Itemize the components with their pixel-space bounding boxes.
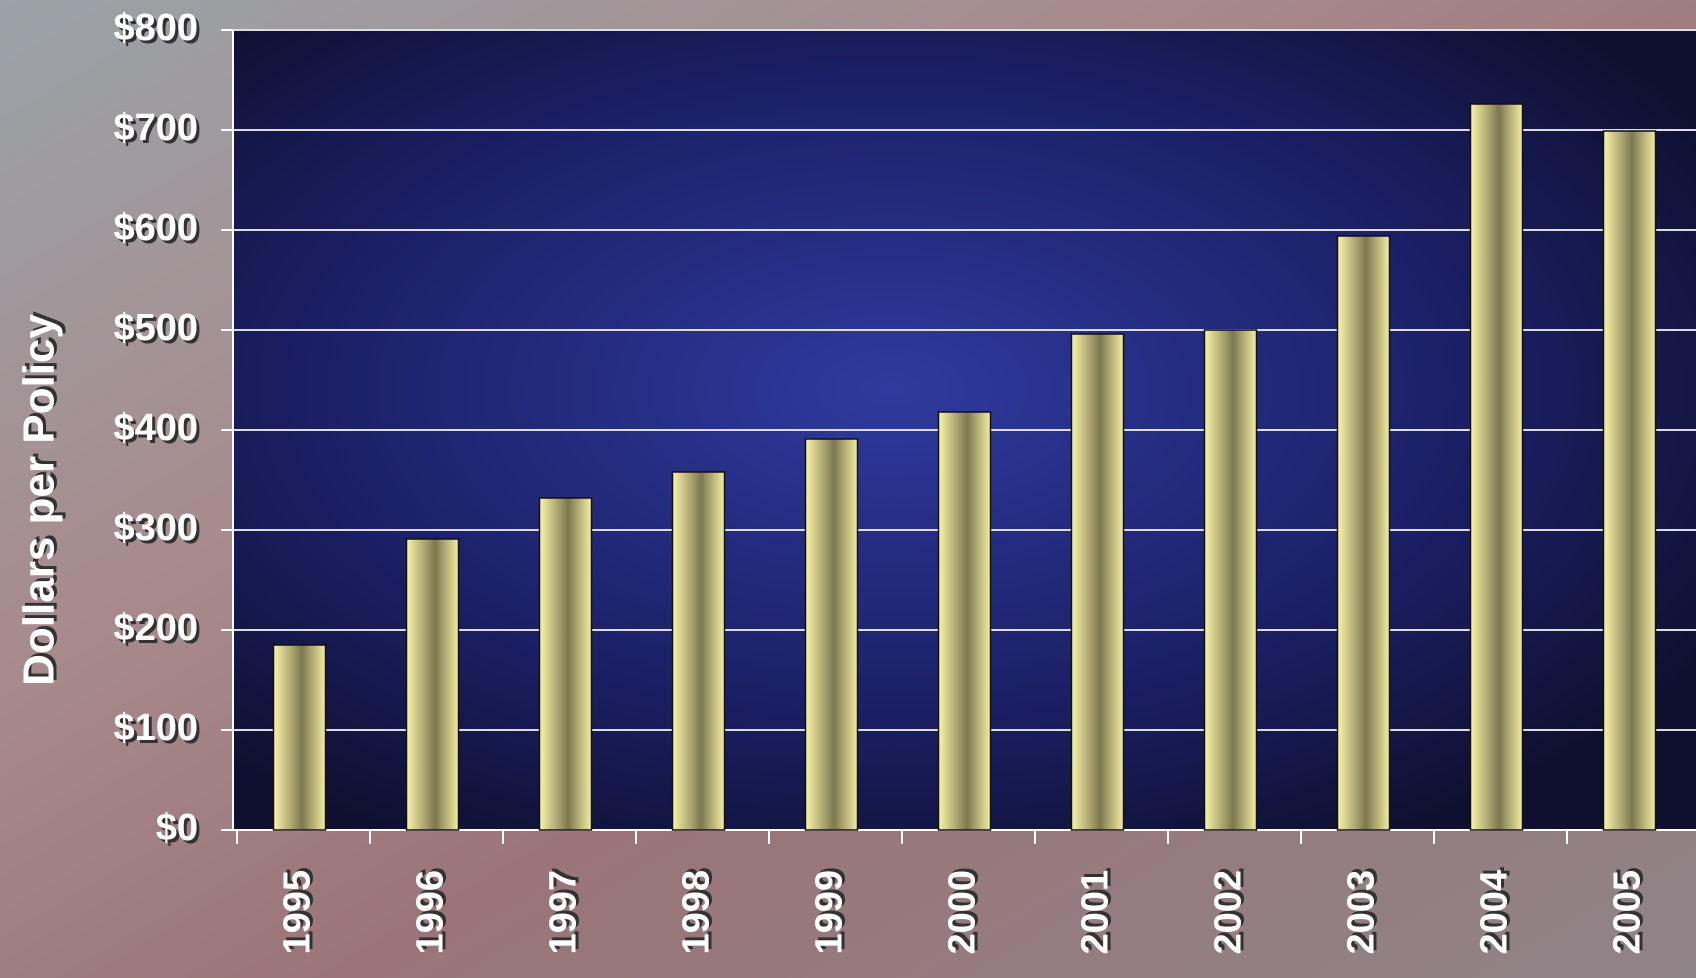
page: Dollars per Policy $0 $100 $200 $300 $400 $50… bbox=[0, 0, 1696, 978]
x-tick-label: 1997 bbox=[543, 870, 585, 955]
y-tick-label: $800 bbox=[113, 7, 198, 49]
x-tick-label: 2000 bbox=[942, 870, 984, 955]
bar bbox=[1338, 236, 1390, 830]
bar bbox=[1072, 334, 1124, 830]
x-tick-label: 1998 bbox=[676, 870, 718, 955]
y-tick-label: $400 bbox=[113, 407, 198, 449]
y-tick-label: $700 bbox=[113, 107, 198, 149]
x-tick-label: 2004 bbox=[1474, 870, 1516, 955]
y-tick-label: $0 bbox=[156, 807, 198, 849]
bar bbox=[274, 645, 326, 830]
chart: Dollars per Policy $0 $100 $200 $300 $400 $50… bbox=[0, 0, 1696, 978]
x-tick-label: 1996 bbox=[410, 870, 452, 955]
x-tick-label: 2003 bbox=[1341, 870, 1383, 955]
bar bbox=[407, 539, 459, 830]
bar bbox=[1604, 131, 1656, 830]
bar bbox=[1471, 104, 1523, 830]
bar bbox=[673, 472, 725, 830]
x-tick-label: 2001 bbox=[1075, 870, 1117, 955]
x-tick-label: 1999 bbox=[809, 870, 851, 955]
y-tick-label: $100 bbox=[113, 707, 198, 749]
bar bbox=[540, 498, 592, 830]
y-tick-label: $600 bbox=[113, 207, 198, 249]
x-tick-label: 2002 bbox=[1208, 870, 1250, 955]
bar bbox=[939, 412, 991, 830]
y-tick-label: $200 bbox=[113, 607, 198, 649]
x-tick-label: 2005 bbox=[1607, 870, 1649, 955]
y-tick-label: $500 bbox=[113, 307, 198, 349]
bar bbox=[1205, 330, 1257, 830]
y-axis-label: Dollars per Policy bbox=[15, 314, 64, 686]
bar bbox=[806, 439, 858, 830]
y-tick-label: $300 bbox=[113, 507, 198, 549]
x-tick-label: 1995 bbox=[277, 870, 319, 955]
